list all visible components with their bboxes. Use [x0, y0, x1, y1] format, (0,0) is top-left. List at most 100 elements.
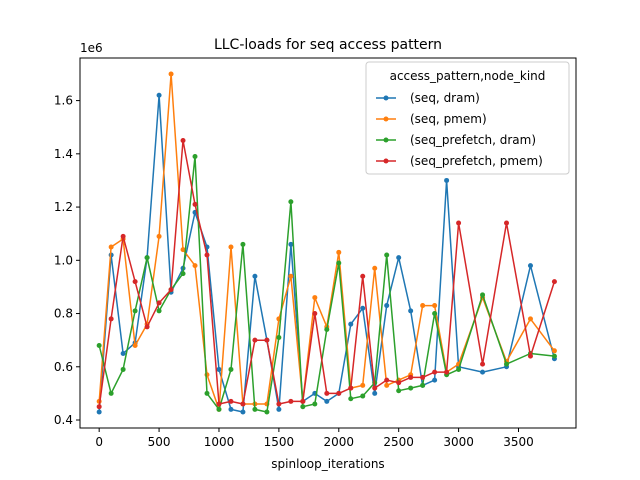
data-point [96, 404, 102, 410]
plot-frame [79, 57, 577, 429]
data-point [228, 244, 234, 250]
data-point [120, 233, 126, 239]
data-point [504, 361, 510, 367]
data-point [216, 366, 222, 372]
data-point [132, 342, 138, 348]
data-point [240, 401, 246, 407]
data-point [348, 396, 354, 402]
y-axis: 0.4 0.6 0.8 1.0 1.2 1.4 1.6 [54, 94, 80, 427]
data-point [288, 241, 294, 247]
data-point [132, 279, 138, 285]
legend-marker [383, 95, 389, 101]
data-point [360, 393, 366, 399]
legend-entry: (seq, dram) [410, 91, 480, 105]
data-point [288, 273, 294, 279]
data-point [228, 366, 234, 372]
data-point [408, 385, 414, 391]
data-point [180, 138, 186, 144]
data-point [216, 406, 222, 412]
data-point [264, 337, 270, 343]
data-point [444, 177, 450, 183]
data-point [204, 390, 210, 396]
data-point [420, 303, 426, 309]
legend: access_pattern,node_kind (seq, dram) (seq,… [365, 61, 570, 175]
data-point [204, 252, 210, 258]
data-point [300, 404, 306, 410]
data-point [420, 382, 426, 388]
data-point [324, 327, 330, 333]
data-point [156, 233, 162, 239]
data-point [360, 273, 366, 279]
data-point [120, 350, 126, 356]
data-point [108, 316, 114, 322]
x-tick-label: 3500 [503, 435, 534, 449]
data-point [144, 324, 150, 330]
x-tick-label: 3000 [443, 435, 474, 449]
data-point [252, 406, 258, 412]
data-point [480, 369, 486, 375]
data-point [527, 316, 533, 322]
data-point [288, 199, 294, 205]
data-point [456, 220, 462, 226]
data-point [324, 390, 330, 396]
y-offset-label: 1e6 [80, 41, 103, 55]
data-point [252, 337, 258, 343]
data-point [120, 366, 126, 372]
data-point [324, 398, 330, 404]
legend-entry: (seq_prefetch, pmem) [410, 154, 543, 168]
data-point [551, 348, 557, 354]
y-tick-label: 1.0 [54, 253, 73, 267]
data-point [527, 353, 533, 359]
legend-entry: (seq_prefetch, dram) [410, 133, 536, 147]
y-tick-label: 1.6 [54, 94, 73, 108]
data-point [276, 401, 282, 407]
data-point [192, 153, 198, 159]
data-point [527, 263, 533, 269]
y-tick-label: 0.6 [54, 360, 73, 374]
legend-entry: (seq, pmem) [410, 112, 487, 126]
data-point [432, 377, 438, 383]
data-point [372, 265, 378, 271]
x-axis-title: spinloop_iterations [271, 457, 384, 471]
data-point [276, 406, 282, 412]
data-point [504, 220, 510, 226]
data-point [348, 321, 354, 327]
data-point [156, 92, 162, 98]
data-point [432, 369, 438, 375]
data-point [252, 273, 258, 279]
legend-title: access_pattern,node_kind [390, 69, 546, 83]
y-tick-label: 1.2 [54, 200, 73, 214]
data-point [312, 401, 318, 407]
data-point [96, 409, 102, 415]
data-point [360, 382, 366, 388]
data-point [132, 308, 138, 314]
data-point [156, 308, 162, 314]
series-line-2 [98, 155, 555, 413]
data-point [228, 398, 234, 404]
data-point [180, 271, 186, 277]
data-point [360, 305, 366, 311]
x-tick-label: 1500 [264, 435, 295, 449]
data-point [216, 401, 222, 407]
legend-marker [383, 158, 389, 164]
data-point [228, 406, 234, 412]
data-point [348, 385, 354, 391]
data-point [96, 342, 102, 348]
data-point [384, 382, 390, 388]
data-point [408, 308, 414, 314]
data-point [192, 201, 198, 207]
data-point [551, 279, 557, 285]
data-point [264, 409, 270, 415]
data-point [432, 303, 438, 309]
data-point [336, 260, 342, 266]
x-tick-label: 2500 [383, 435, 414, 449]
x-tick-label: 0 [95, 435, 103, 449]
data-point [396, 380, 402, 386]
data-point [312, 295, 318, 301]
series-layer [96, 71, 557, 415]
series-line-3 [98, 139, 556, 407]
data-point [144, 255, 150, 261]
data-point [240, 409, 246, 415]
data-point [288, 398, 294, 404]
